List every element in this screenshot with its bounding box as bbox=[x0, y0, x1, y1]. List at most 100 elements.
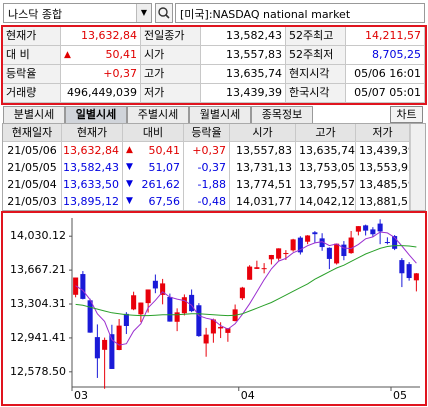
value: 05/07 05:01 bbox=[354, 86, 421, 99]
candle-body bbox=[348, 237, 354, 254]
quote-value: 13,582,43 bbox=[201, 27, 286, 46]
quote-value: 13,632,84 bbox=[61, 27, 141, 46]
table-cell: 14,031,77 bbox=[230, 193, 296, 210]
value: 05/06 16:01 bbox=[354, 67, 421, 80]
value: 13,635,74 bbox=[226, 67, 282, 80]
y-tick-label: 13,667.21 bbox=[10, 263, 66, 276]
scrollbar[interactable] bbox=[410, 124, 425, 210]
x-tick-label: 04 bbox=[241, 389, 255, 402]
table-cell: 13,485,59 bbox=[356, 176, 410, 193]
x-tick-label: 05 bbox=[393, 389, 407, 402]
value: +0,37 bbox=[103, 67, 137, 80]
value: 13,632,84 bbox=[81, 29, 137, 42]
candle-body bbox=[268, 254, 274, 260]
quote-label: 전일종가 bbox=[141, 27, 201, 46]
candle-body bbox=[377, 223, 383, 232]
candle-body bbox=[297, 237, 303, 253]
quote-value: ▲ 50,41 bbox=[61, 46, 141, 65]
candle-body bbox=[102, 339, 108, 350]
table-cell: 21/05/05 bbox=[3, 159, 62, 176]
tab[interactable]: 종목정보 bbox=[251, 106, 313, 123]
quote-value: 13,557,83 bbox=[201, 46, 286, 65]
market: [미국]:NASDAQ national market bbox=[180, 8, 351, 21]
candle-body bbox=[123, 313, 129, 326]
candle-body bbox=[341, 244, 347, 257]
symbol: 나스닥 종합 bbox=[8, 8, 63, 21]
search-icon bbox=[158, 7, 170, 19]
candle-body bbox=[196, 305, 202, 337]
candle-body bbox=[392, 236, 398, 249]
quote-value: +0,37 bbox=[61, 65, 141, 84]
value: 8,705,25 bbox=[372, 48, 421, 61]
candle-body bbox=[131, 295, 137, 310]
candle-body bbox=[305, 235, 311, 242]
value: 13,582,43 bbox=[226, 29, 282, 42]
quote-label: 시가 bbox=[141, 46, 201, 65]
value: 13,633,50 bbox=[63, 178, 119, 191]
candle-body bbox=[363, 225, 369, 231]
value: 50,41 bbox=[105, 48, 138, 61]
table-cell: 13,632,84 bbox=[62, 142, 123, 159]
column-header: 등락율 bbox=[184, 124, 230, 142]
chart-button[interactable]: 차트 bbox=[390, 106, 423, 123]
quote-value: 13,635,74 bbox=[201, 65, 286, 84]
quote-value: 05/07 05:01 bbox=[346, 84, 425, 103]
tab[interactable]: 주별시세 bbox=[127, 106, 189, 123]
moving-average bbox=[75, 231, 417, 346]
value: 13,439,39 bbox=[226, 86, 282, 99]
candle-body bbox=[94, 337, 100, 359]
quote-value: 14,211,57 bbox=[346, 27, 425, 46]
value: 13,632,84 bbox=[63, 144, 119, 157]
candle-body bbox=[225, 328, 231, 333]
y-tick-label: 12,578.50 bbox=[10, 365, 66, 378]
quote-label: 거래량 bbox=[3, 84, 61, 103]
value: -0,37 bbox=[197, 161, 226, 174]
candle-body bbox=[239, 287, 245, 299]
candle-body bbox=[145, 289, 151, 304]
candle-body bbox=[109, 334, 115, 369]
table-cell: 13,439,39 bbox=[356, 142, 410, 159]
value: 261,62 bbox=[141, 178, 181, 191]
value: 13,895,12 bbox=[63, 195, 119, 208]
table-cell: 21/05/06 bbox=[3, 142, 62, 159]
candle-body bbox=[138, 302, 144, 315]
candle-body bbox=[174, 312, 180, 322]
candle-body bbox=[312, 232, 318, 235]
candle-body bbox=[355, 226, 361, 232]
table-cell: 13,895,12 bbox=[62, 193, 123, 210]
quote-label: 52주최저 bbox=[286, 46, 346, 65]
value: 13,557,83 bbox=[226, 48, 282, 61]
candle-body bbox=[370, 229, 376, 235]
value: 14,211,57 bbox=[365, 29, 421, 42]
tab[interactable]: 월별시세 bbox=[189, 106, 251, 123]
dropdown-arrow[interactable]: ▼ bbox=[136, 4, 151, 22]
quote-label: 대 비 bbox=[3, 46, 61, 65]
candle-body bbox=[203, 334, 209, 344]
candle-body bbox=[160, 283, 166, 295]
quote-label: 현재가 bbox=[3, 27, 61, 46]
candle-body bbox=[261, 268, 267, 270]
table-cell: ▼ 67,56 bbox=[123, 193, 184, 210]
table-cell: ▼ 51,07 bbox=[123, 159, 184, 176]
symbol-select[interactable]: 나스닥 종합 bbox=[3, 3, 152, 23]
quote-value: 8,705,25 bbox=[346, 46, 425, 65]
candle-body bbox=[116, 325, 122, 351]
x-tick-label: 03 bbox=[74, 389, 88, 402]
table-cell: -1,88 bbox=[184, 176, 230, 193]
quote-label: 저가 bbox=[141, 84, 201, 103]
candle-body bbox=[80, 274, 86, 299]
candle-body bbox=[384, 242, 390, 244]
arrow: ▲ bbox=[64, 50, 71, 60]
candle-body bbox=[276, 248, 282, 259]
search-button[interactable] bbox=[155, 3, 173, 23]
quote-box: 현재가 13,632,84 전일종가 13,582,43 52주최고 14,211,57 대… bbox=[1, 25, 427, 105]
tab[interactable]: 분별시세 bbox=[3, 106, 65, 123]
quote-label: 한국시각 bbox=[286, 84, 346, 103]
column-header: 현재일자 bbox=[3, 124, 62, 142]
arrow: ▼ bbox=[126, 196, 133, 206]
table-cell: -0,37 bbox=[184, 159, 230, 176]
tab[interactable]: 일별시세 bbox=[65, 106, 127, 123]
value: +0,37 bbox=[192, 144, 226, 157]
